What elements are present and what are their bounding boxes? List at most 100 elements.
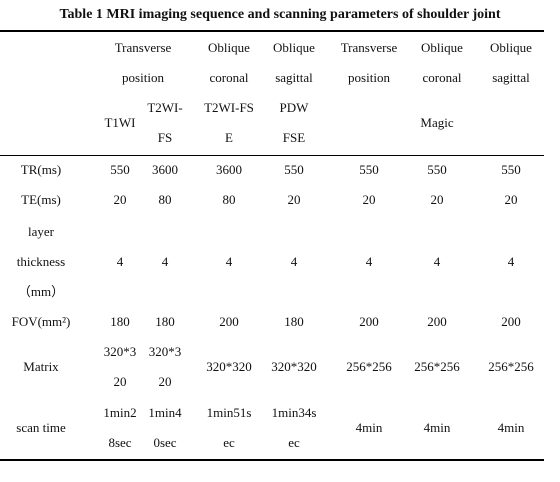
table-cell-line: 20: [504, 192, 518, 207]
table-cell-line: 20: [362, 192, 376, 207]
table-cell-line: 3600: [152, 162, 178, 177]
row-label-cell: FOV(mm²): [0, 307, 86, 337]
header-group-cell-line: coronal: [209, 70, 249, 85]
table-cell: 550: [249, 155, 339, 185]
header-sequence-cell: T1WI: [75, 108, 165, 138]
table-cell: 4: [324, 247, 414, 277]
header-sequence-cell-line: T2WI-: [147, 100, 183, 115]
header-group-cell-line: sagittal: [492, 70, 530, 85]
table-cell-line: 320*3: [148, 344, 182, 359]
table-cell: 320*320: [184, 352, 274, 382]
table-cell-line: 20: [287, 192, 301, 207]
table-cell: 1min2 8sec: [75, 398, 165, 458]
table-cell-line: 1min51s: [206, 405, 252, 420]
table-cell-line: 20: [113, 192, 127, 207]
table-cell: 550: [324, 155, 414, 185]
header-rule: [0, 155, 544, 156]
row-label-cell-line: layer: [28, 224, 54, 239]
table-cell-line: 550: [359, 162, 379, 177]
header-sequence-cell-line: PDW: [279, 100, 309, 115]
table-cell-line: 80: [222, 192, 236, 207]
table-cell-line: 200: [359, 314, 379, 329]
table-cell: 180: [75, 307, 165, 337]
table-cell: 80: [184, 185, 274, 215]
table-cell-line: 550: [284, 162, 304, 177]
table-cell-line: 3600: [216, 162, 242, 177]
table-cell: 1min34s ec: [249, 398, 339, 458]
header-sequence-cell-line: T1WI: [104, 115, 136, 130]
top-rule: [0, 30, 544, 32]
table-cell-line: 4: [116, 254, 124, 269]
row-label-cell: TE(ms): [0, 185, 86, 215]
table-cell: 256*256: [392, 352, 482, 382]
table-cell: 4: [392, 247, 482, 277]
table-cell-line: ec: [223, 435, 235, 450]
table-cell: 1min51s ec: [184, 398, 274, 458]
table-cell-line: 1min34s: [271, 405, 317, 420]
table-cell: 256*256: [466, 352, 556, 382]
row-label-cell: layer thickness （mm）: [0, 217, 86, 307]
table-cell: 1min4 0sec: [120, 398, 210, 458]
table-cell-line: 4: [433, 254, 441, 269]
row-label-cell: TR(ms): [0, 155, 86, 185]
table-cell-line: 4min: [423, 420, 451, 435]
table-cell-line: 550: [501, 162, 521, 177]
header-group-cell-line: Oblique: [490, 40, 532, 55]
table-cell-line: 4: [225, 254, 233, 269]
header-group-cell-line: coronal: [422, 70, 462, 85]
row-label-cell-line: （mm）: [17, 284, 65, 299]
table-cell: 550: [75, 155, 165, 185]
table-cell-line: 0sec: [153, 435, 177, 450]
table-cell-line: 180: [155, 314, 175, 329]
header-sequence-cell-line: Magic: [420, 115, 454, 130]
table-cell-line: 20: [113, 374, 127, 389]
header-sequence-cell: T2WI- FS: [120, 93, 210, 153]
table-cell: 4: [466, 247, 556, 277]
header-group-cell-line: sagittal: [275, 70, 313, 85]
row-label-cell-line: TE(ms): [21, 192, 61, 207]
header-group-cell: Oblique coronal: [397, 33, 487, 93]
header-sequence-cell-line: FSE: [282, 130, 306, 145]
table-cell: 4: [75, 247, 165, 277]
table-cell-line: 180: [110, 314, 130, 329]
header-group-cell-line: Oblique: [208, 40, 250, 55]
header-group-cell: Transverse position: [98, 33, 188, 93]
header-group-cell: Transverse position: [324, 33, 414, 93]
table-cell: 550: [392, 155, 482, 185]
table-cell: 4: [120, 247, 210, 277]
header-sequence-cell: PDW FSE: [249, 93, 339, 153]
row-label-cell-line: thickness: [16, 254, 66, 269]
table-cell-line: 80: [158, 192, 172, 207]
header-group-cell-line: position: [122, 70, 164, 85]
table-cell: 4: [184, 247, 274, 277]
table-cell: 200: [392, 307, 482, 337]
table-cell-line: 8sec: [108, 435, 132, 450]
header-group-cell: Oblique coronal: [184, 33, 274, 93]
table-cell: 4min: [466, 413, 556, 443]
header-group-cell-line: Transverse: [114, 40, 172, 55]
row-label-cell: scan time: [0, 413, 86, 443]
row-label-cell-line: scan time: [16, 420, 66, 435]
header-sequence-cell: T2WI-FS E: [184, 93, 274, 153]
header-group-cell: Oblique sagittal: [466, 33, 556, 93]
table-title: Table 1 MRI imaging sequence and scannin…: [59, 7, 501, 22]
header-group-cell-line: Transverse: [340, 40, 398, 55]
header-group-cell-line: position: [348, 70, 390, 85]
table-cell: 550: [466, 155, 556, 185]
header-sequence-cell-line: FS: [157, 130, 173, 145]
table-cell: 20: [324, 185, 414, 215]
header-sequence-cell-line: T2WI-FS: [204, 100, 254, 115]
table-cell: 180: [249, 307, 339, 337]
bottom-rule: [0, 459, 544, 461]
table-cell-line: 4: [161, 254, 169, 269]
table-cell-line: 180: [284, 314, 304, 329]
row-label-cell: Matrix: [0, 352, 86, 382]
table-cell: 4min: [392, 413, 482, 443]
row-label-cell-line: Matrix: [23, 359, 59, 374]
table-cell-line: 4: [507, 254, 515, 269]
header-group-cell: Oblique sagittal: [249, 33, 339, 93]
header-group-cell-line: Oblique: [421, 40, 463, 55]
table-cell: 3600: [120, 155, 210, 185]
